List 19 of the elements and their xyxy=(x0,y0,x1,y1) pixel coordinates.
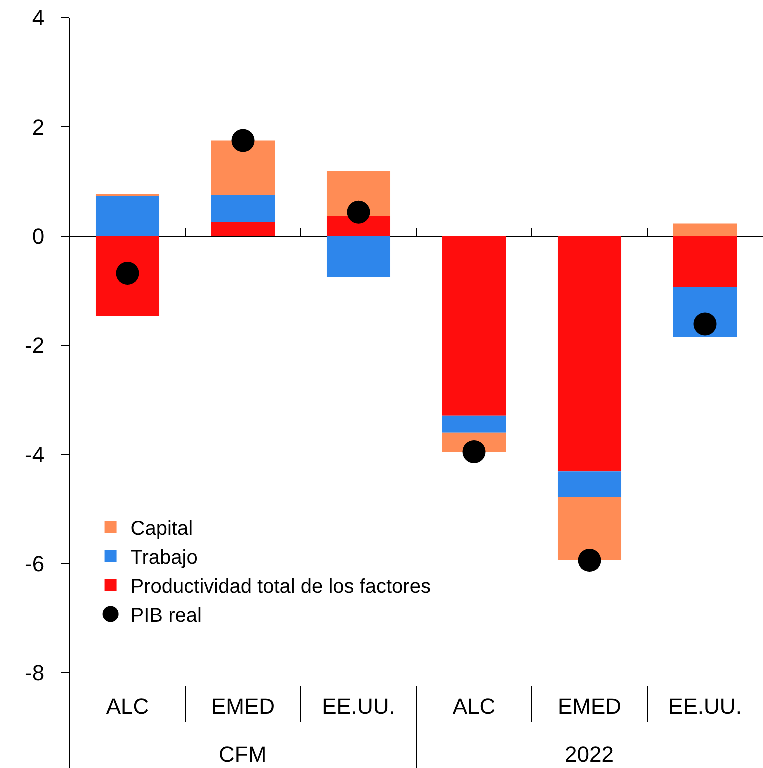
x-tick-label: EE.UU. xyxy=(668,694,742,719)
x-tick-label: EMED xyxy=(211,694,276,719)
x-tick-label: ALC xyxy=(452,694,496,719)
legend-label: Trabajo xyxy=(130,547,198,569)
y-tick-label: 0 xyxy=(32,224,45,250)
legend-label: Productividad total de los factores xyxy=(130,576,431,598)
y-tick-label: 2 xyxy=(32,114,45,140)
x-tick-label: EMED xyxy=(558,694,622,719)
legend-label: Capital xyxy=(130,518,194,540)
x-tick-label: ALC xyxy=(106,694,150,719)
y-tick-label: -6 xyxy=(25,552,45,577)
y-tick-label: -2 xyxy=(25,333,45,358)
y-tick-label: -4 xyxy=(25,442,45,468)
y-tick-label: 4 xyxy=(32,6,45,31)
text: CFM xyxy=(219,742,267,767)
text: 2022 xyxy=(565,742,614,767)
x-tick-label: EE.UU. xyxy=(322,694,396,719)
legend-label: PIB real xyxy=(130,605,202,627)
y-tick-label: -8 xyxy=(25,660,45,686)
